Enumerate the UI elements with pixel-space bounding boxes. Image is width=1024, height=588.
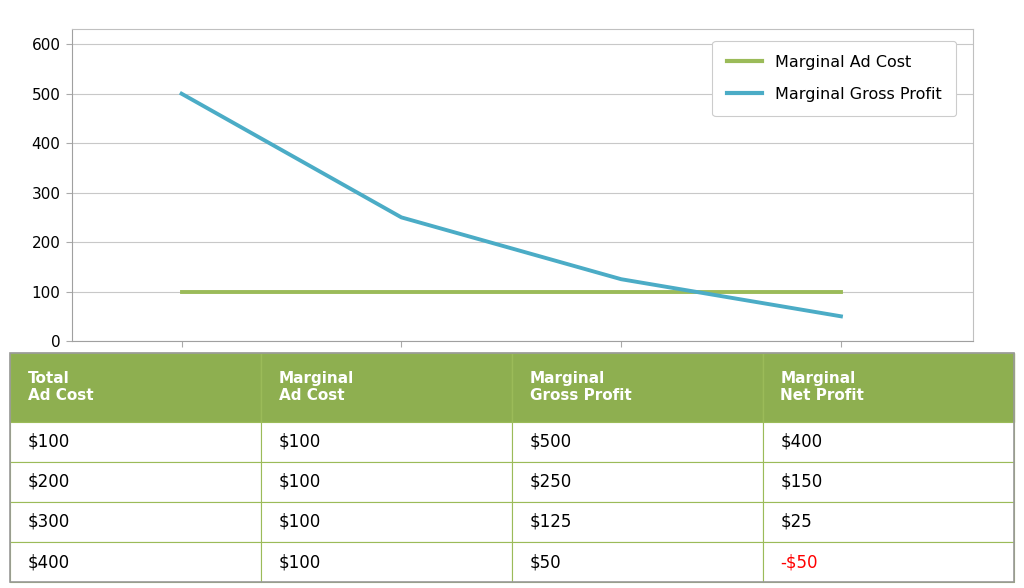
Bar bbox=[10, 542, 261, 582]
Text: $125: $125 bbox=[529, 513, 572, 531]
Text: $100: $100 bbox=[279, 473, 321, 491]
Text: $400: $400 bbox=[28, 553, 70, 571]
Text: $100: $100 bbox=[279, 553, 321, 571]
Text: $200: $200 bbox=[28, 473, 70, 491]
Bar bbox=[512, 542, 763, 582]
Text: $400: $400 bbox=[780, 433, 822, 450]
Bar bbox=[261, 542, 512, 582]
Bar bbox=[763, 502, 1014, 542]
Bar bbox=[512, 502, 763, 542]
Bar bbox=[10, 502, 261, 542]
Bar bbox=[763, 422, 1014, 462]
Bar bbox=[512, 462, 763, 502]
Bar bbox=[261, 462, 512, 502]
Bar bbox=[10, 353, 261, 422]
Bar bbox=[10, 422, 261, 462]
Text: $100: $100 bbox=[28, 433, 70, 450]
Text: $100: $100 bbox=[279, 513, 321, 531]
Bar bbox=[261, 502, 512, 542]
Text: $300: $300 bbox=[28, 513, 70, 531]
Bar bbox=[512, 422, 763, 462]
Text: Marginal
Gross Profit: Marginal Gross Profit bbox=[529, 371, 632, 403]
Legend: Marginal Ad Cost, Marginal Gross Profit: Marginal Ad Cost, Marginal Gross Profit bbox=[713, 41, 955, 116]
Text: $25: $25 bbox=[780, 513, 812, 531]
Bar bbox=[261, 353, 512, 422]
Bar bbox=[261, 422, 512, 462]
Text: Total
Ad Cost: Total Ad Cost bbox=[28, 371, 93, 403]
Text: $50: $50 bbox=[529, 553, 561, 571]
Bar bbox=[763, 542, 1014, 582]
Text: $500: $500 bbox=[529, 433, 571, 450]
Bar bbox=[763, 353, 1014, 422]
Text: $250: $250 bbox=[529, 473, 571, 491]
Bar bbox=[763, 462, 1014, 502]
Text: $100: $100 bbox=[279, 433, 321, 450]
Bar bbox=[10, 462, 261, 502]
Text: Marginal
Net Profit: Marginal Net Profit bbox=[780, 371, 864, 403]
Text: -$50: -$50 bbox=[780, 553, 818, 571]
Text: $150: $150 bbox=[780, 473, 822, 491]
Bar bbox=[512, 353, 763, 422]
Text: Marginal
Ad Cost: Marginal Ad Cost bbox=[279, 371, 354, 403]
